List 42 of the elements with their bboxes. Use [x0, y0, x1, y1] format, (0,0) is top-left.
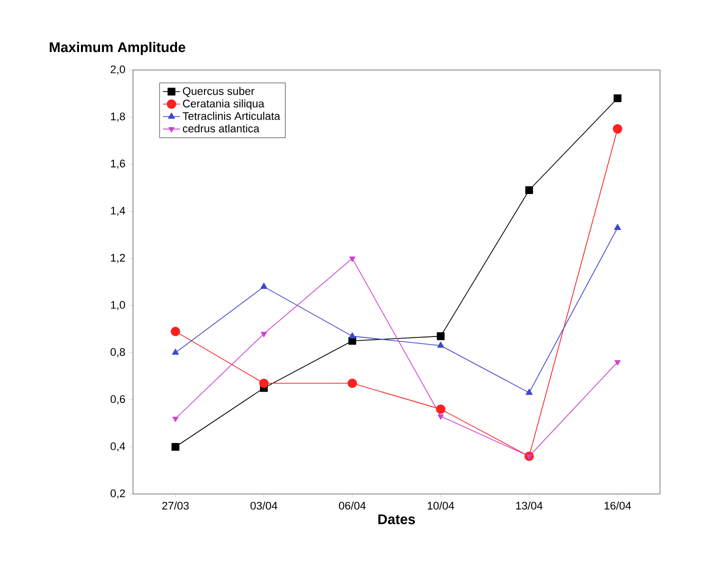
point	[436, 404, 446, 414]
y-tick-label: 1,8	[111, 112, 125, 122]
point	[172, 442, 180, 451]
x-tick-label: 03/04	[250, 502, 278, 510]
y-tick-label: 0,6	[110, 395, 125, 404]
y-tick-label: 1,0	[111, 301, 126, 310]
x-tick-label: 16/04	[604, 502, 631, 510]
y-tick-label: 1,2	[111, 254, 125, 263]
point	[349, 256, 356, 262]
point	[260, 332, 267, 338]
point	[348, 332, 356, 338]
y-tick-label: 1,4	[111, 206, 126, 216]
y-tick-label: 0,4	[110, 442, 126, 452]
x-tick-label: 13/04	[516, 502, 543, 510]
point	[612, 124, 622, 134]
point	[525, 186, 534, 194]
point	[436, 332, 445, 340]
point	[259, 378, 269, 388]
legend-label: Tetraclinis Articulata	[182, 112, 280, 120]
point	[170, 326, 180, 336]
point	[614, 224, 621, 230]
x-tick-label: 27/03	[162, 502, 189, 510]
y-axis-title: Maximum Amplitude	[50, 42, 186, 55]
y-tick-label: 2,0	[110, 65, 126, 75]
legend-label: Quercus suber	[182, 86, 254, 97]
y-tick-label: 1,6	[111, 160, 125, 169]
x-tick-label: 06/04	[338, 502, 366, 510]
y-tick-label: 0,2	[110, 489, 125, 499]
point	[172, 416, 178, 422]
point	[526, 388, 533, 395]
y-tick-label: 0,8	[110, 348, 125, 358]
x-axis-title: Dates	[378, 514, 415, 524]
point	[614, 94, 622, 102]
point	[172, 348, 179, 355]
point	[348, 378, 357, 388]
point	[438, 414, 444, 420]
point	[437, 342, 444, 348]
x-tick-label: 10/04	[428, 502, 454, 510]
point	[614, 360, 621, 366]
point	[260, 282, 268, 289]
legend-label: cedrus atlantica	[182, 124, 260, 132]
legend-label: Ceratania siliqua	[182, 99, 264, 110]
